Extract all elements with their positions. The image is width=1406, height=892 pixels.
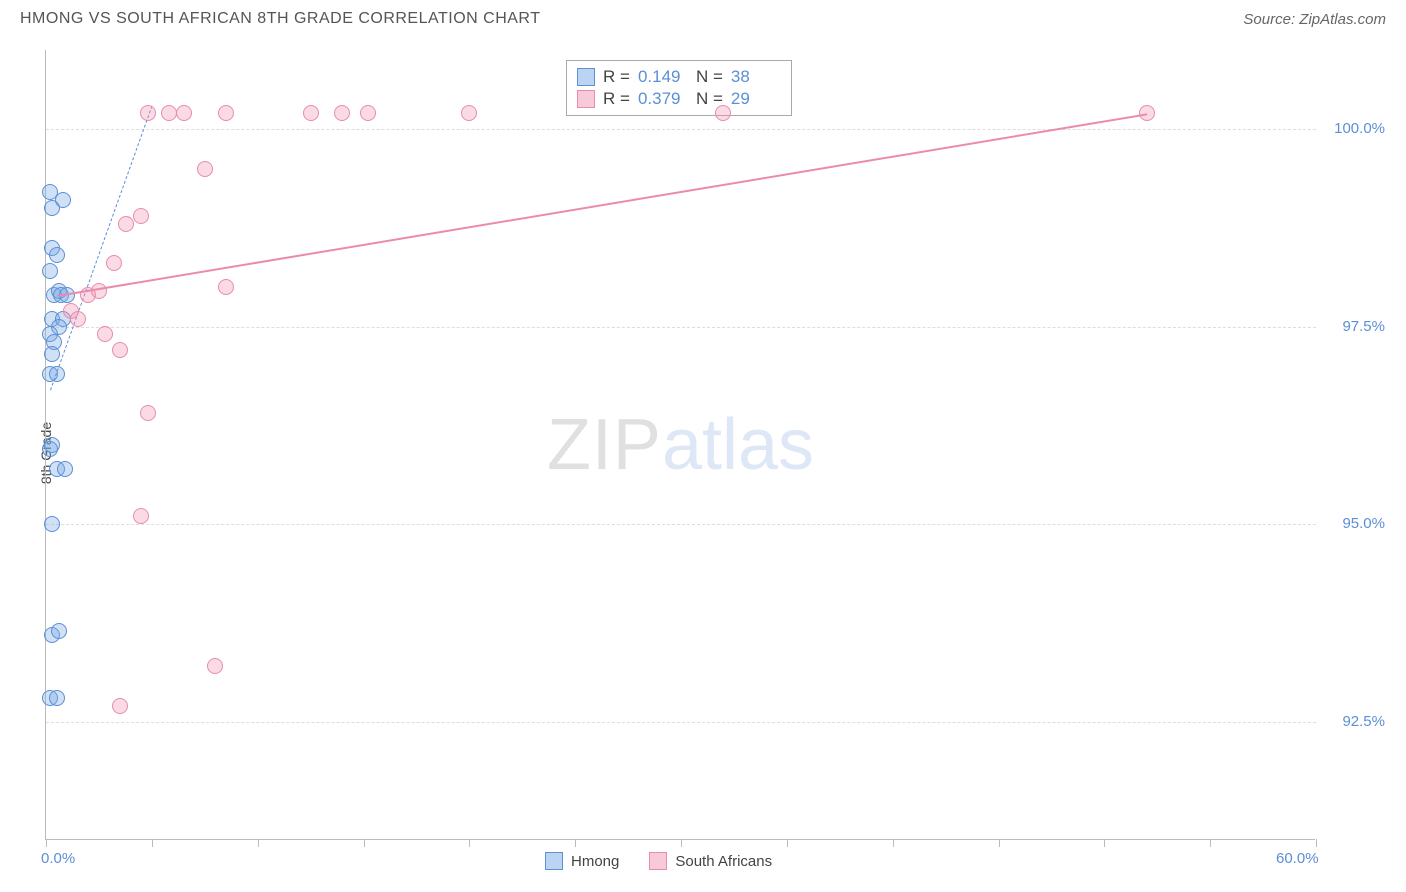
correlation-legend: R = 0.149 N = 38R = 0.379 N = 29	[566, 60, 792, 116]
data-point	[49, 247, 65, 263]
x-tick	[681, 839, 682, 847]
gridline	[46, 524, 1316, 525]
x-tick	[469, 839, 470, 847]
x-tick	[152, 839, 153, 847]
x-tick	[258, 839, 259, 847]
x-tick	[787, 839, 788, 847]
data-point	[207, 658, 223, 674]
data-point	[133, 508, 149, 524]
watermark-part2: atlas	[662, 405, 814, 485]
watermark-part1: ZIP	[547, 405, 662, 485]
legend-swatch	[577, 68, 595, 86]
x-tick	[364, 839, 365, 847]
data-point	[44, 346, 60, 362]
data-point	[42, 441, 58, 457]
data-point	[133, 208, 149, 224]
legend-item: South Africans	[649, 852, 772, 870]
n-label: N =	[696, 67, 723, 87]
n-value: 38	[731, 67, 781, 87]
data-point	[118, 216, 134, 232]
x-tick-label: 0.0%	[41, 850, 75, 867]
plot-area: ZIPatlas R =0.149N =38R =0.379N =29 92.5…	[45, 50, 1315, 840]
data-point	[140, 105, 156, 121]
data-point	[360, 105, 376, 121]
x-tick	[999, 839, 1000, 847]
gridline	[46, 327, 1316, 328]
data-point	[218, 279, 234, 295]
x-tick	[46, 839, 47, 847]
data-point	[57, 461, 73, 477]
x-tick	[893, 839, 894, 847]
data-point	[51, 623, 67, 639]
data-point	[49, 690, 65, 706]
y-tick-label: 100.0%	[1325, 120, 1385, 137]
y-tick-label: 95.0%	[1325, 515, 1385, 532]
n-value: 29	[731, 89, 781, 109]
y-tick-label: 97.5%	[1325, 318, 1385, 335]
source-name: ZipAtlas.com	[1299, 11, 1386, 28]
data-point	[334, 105, 350, 121]
gridline	[46, 129, 1316, 130]
data-point	[218, 105, 234, 121]
legend-item: Hmong	[545, 852, 619, 870]
data-point	[303, 105, 319, 121]
watermark: ZIPatlas	[547, 404, 814, 486]
x-tick-label: 60.0%	[1276, 850, 1319, 867]
data-point	[112, 342, 128, 358]
data-point	[42, 263, 58, 279]
x-tick	[575, 839, 576, 847]
chart-title: HMONG VS SOUTH AFRICAN 8TH GRADE CORRELA…	[20, 10, 540, 28]
data-point	[106, 255, 122, 271]
data-point	[197, 161, 213, 177]
r-value: 0.149	[638, 67, 688, 87]
data-point	[140, 405, 156, 421]
data-point	[70, 311, 86, 327]
source-prefix: Source:	[1243, 11, 1299, 28]
legend-label: South Africans	[675, 853, 772, 870]
x-tick	[1210, 839, 1211, 847]
legend-label: Hmong	[571, 853, 619, 870]
trend-line	[57, 113, 1147, 297]
y-tick-label: 92.5%	[1325, 713, 1385, 730]
data-point	[44, 516, 60, 532]
data-point	[112, 698, 128, 714]
r-label: R =	[603, 89, 630, 109]
legend-row: R =0.379N =29	[577, 89, 781, 109]
legend-row: R = 0.149 N = 38	[577, 67, 781, 87]
legend-swatch	[577, 90, 595, 108]
r-label: R =	[603, 67, 630, 87]
data-point	[461, 105, 477, 121]
data-point	[97, 326, 113, 342]
source-attribution: Source: ZipAtlas.com	[1243, 11, 1386, 28]
x-tick	[1316, 839, 1317, 847]
r-value: 0.379	[638, 89, 688, 109]
legend-swatch	[649, 852, 667, 870]
x-tick	[1104, 839, 1105, 847]
data-point	[715, 105, 731, 121]
gridline	[46, 722, 1316, 723]
data-point	[161, 105, 177, 121]
scatter-chart: 8th Grade ZIPatlas R =0.149N =38R =0.379…	[45, 50, 1385, 840]
data-point	[55, 192, 71, 208]
trend-line	[50, 105, 153, 390]
series-legend: Hmong South Africans	[545, 852, 772, 870]
data-point	[176, 105, 192, 121]
legend-swatch	[545, 852, 563, 870]
